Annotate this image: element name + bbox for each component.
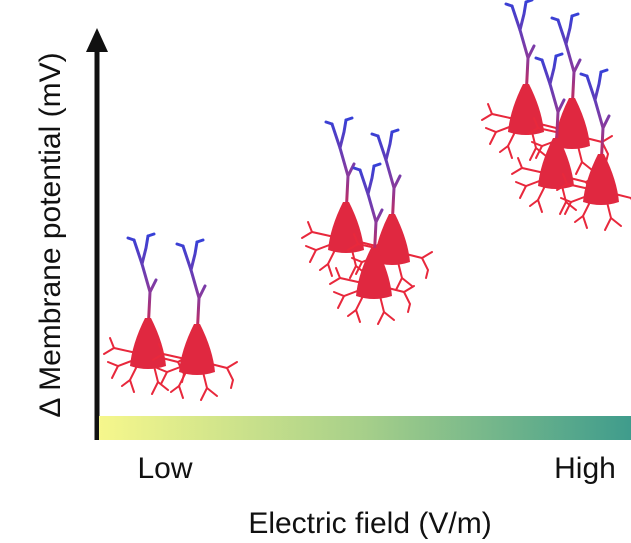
y-axis-arrowhead (86, 28, 108, 52)
x-high-label: High (554, 452, 616, 485)
neurons-low (102, 232, 239, 402)
y-axis-label: Δ Membrane potential (mV) (34, 52, 67, 417)
neurons-mid (300, 116, 434, 326)
neurons-high (480, 0, 631, 232)
x-low-label: Low (137, 452, 192, 485)
x-axis-label: Electric field (V/m) (248, 507, 491, 540)
field-gradient (99, 416, 631, 440)
